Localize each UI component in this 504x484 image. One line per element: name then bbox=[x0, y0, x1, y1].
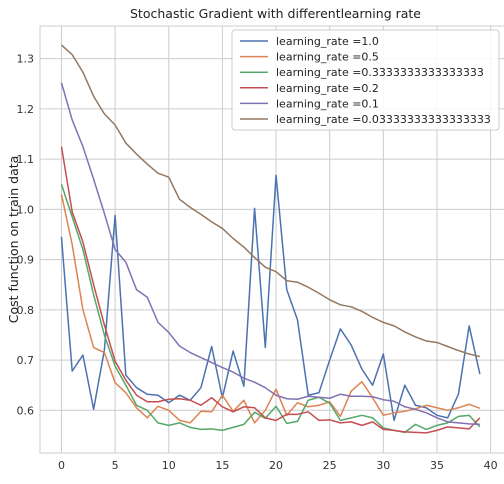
x-tick-label: 40 bbox=[484, 459, 498, 472]
x-tick-label: 0 bbox=[58, 459, 65, 472]
legend-box bbox=[231, 29, 500, 131]
y-tick-label: 0.7 bbox=[17, 354, 35, 367]
series-line-0 bbox=[60, 174, 481, 422]
legend: learning_rate =1.0 learning_rate =0.5 lear… bbox=[231, 29, 500, 131]
tick-labels: 0 5 10 15 20 25 30 35 40 0.6 0.7 0.8 0.9 1.0 1.1 1.2 1.3 bbox=[17, 53, 498, 472]
series-line-1 bbox=[60, 194, 481, 424]
y-tick-label: 0.9 bbox=[17, 254, 35, 267]
series-line-3 bbox=[60, 146, 481, 434]
y-tick-label: 1.1 bbox=[17, 153, 35, 166]
x-tick-label: 20 bbox=[269, 459, 283, 472]
x-tick-label: 10 bbox=[162, 459, 176, 472]
x-tick-label: 25 bbox=[323, 459, 337, 472]
x-tick-label: 15 bbox=[215, 459, 229, 472]
series-line-4 bbox=[60, 82, 480, 426]
legend-label-0: learning_rate =1.0 bbox=[276, 35, 379, 48]
x-tick-label: 35 bbox=[430, 459, 444, 472]
legend-label-2: learning_rate =0.3333333333333333 bbox=[276, 66, 484, 79]
series-line-2 bbox=[60, 184, 481, 434]
x-tick-label: 5 bbox=[112, 459, 119, 472]
y-tick-label: 1.3 bbox=[17, 53, 35, 66]
x-tick-label: 30 bbox=[376, 459, 390, 472]
series-layer bbox=[60, 44, 481, 434]
plot-frame bbox=[39, 25, 504, 454]
legend-label-3: learning_rate =0.2 bbox=[276, 82, 379, 95]
chart-title: Stochastic Gradient with differentlearni… bbox=[130, 6, 421, 21]
y-axis-label: Cost function on train data bbox=[6, 156, 21, 324]
y-tick-label: 0.8 bbox=[17, 304, 35, 317]
y-tick-label: 1.2 bbox=[17, 103, 35, 116]
legend-label-4: learning_rate =0.1 bbox=[276, 97, 379, 110]
legend-label-1: learning_rate =0.5 bbox=[276, 51, 379, 64]
series-line-5 bbox=[60, 44, 481, 358]
legend-label-5: learning_rate =0.03333333333333333 bbox=[276, 113, 491, 126]
y-tick-label: 0.6 bbox=[17, 404, 35, 417]
y-tick-label: 1.0 bbox=[17, 203, 35, 216]
